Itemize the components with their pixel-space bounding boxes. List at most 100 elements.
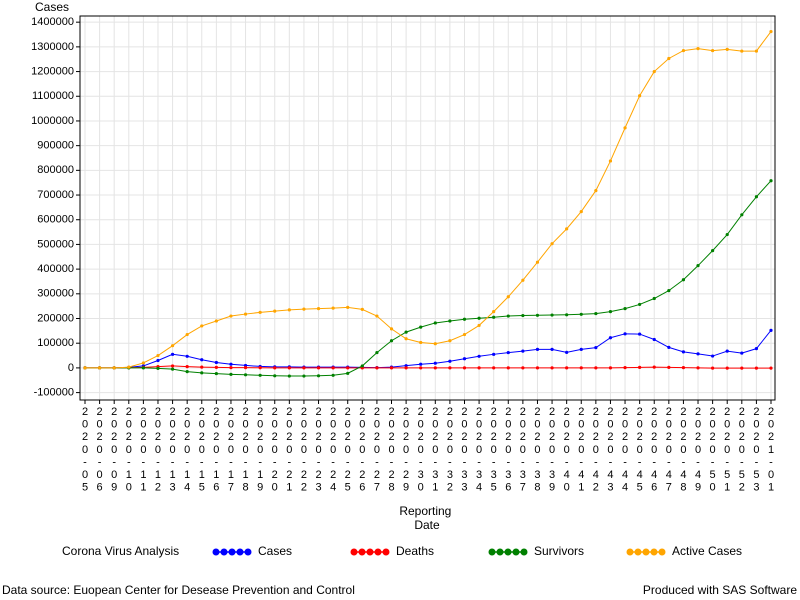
- data-point: [112, 366, 116, 370]
- data-point: [229, 362, 233, 366]
- data-point: [608, 159, 613, 163]
- data-point: [477, 366, 481, 370]
- x-tick-label: 2 0 2 0 -5 1: [724, 406, 730, 494]
- data-point: [316, 366, 321, 370]
- data-point: [565, 366, 569, 370]
- data-point: [404, 364, 408, 368]
- y-tick-label: 100000: [37, 337, 74, 349]
- series-line: [85, 31, 772, 369]
- data-point: [535, 366, 540, 370]
- data-point: [740, 351, 744, 355]
- data-point: [754, 366, 759, 370]
- x-tick-label: 2 0 2 0 -2 4: [330, 406, 336, 494]
- data-point: [229, 366, 233, 370]
- x-tick-label: 2 0 2 0 -3 9: [549, 406, 555, 494]
- data-point: [492, 315, 496, 319]
- data-point: [594, 366, 598, 370]
- plot-frame: [79, 15, 776, 401]
- data-point: [200, 371, 204, 375]
- data-point: [419, 340, 423, 345]
- data-point: [521, 366, 525, 370]
- legend-marker: [244, 548, 252, 556]
- data-point: [462, 317, 467, 321]
- y-tick-label: 400000: [37, 263, 74, 275]
- data-point: [696, 46, 700, 51]
- data-point: [214, 360, 218, 365]
- series-line: [85, 365, 771, 369]
- x-tick-label: 2 0 2 0 -3 3: [461, 406, 467, 494]
- data-point: [696, 352, 700, 356]
- data-point: [243, 363, 248, 368]
- data-point: [638, 94, 642, 98]
- data-point: [725, 47, 729, 51]
- data-point: [638, 365, 642, 370]
- legend-label: Survivors: [534, 544, 584, 558]
- data-point: [521, 278, 525, 282]
- data-point: [608, 336, 613, 340]
- data-point: [302, 366, 306, 370]
- x-tick-label: 2 0 2 0 -3 0: [418, 406, 424, 494]
- x-tick-label: 2 0 2 0 -0 5: [82, 406, 88, 494]
- legend-label: Deaths: [396, 544, 434, 558]
- data-point: [419, 325, 423, 329]
- data-point: [769, 29, 773, 34]
- legend-marker: [488, 548, 496, 556]
- data-point: [214, 371, 218, 376]
- x-tick-label: 2 0 2 0 -5 2: [739, 406, 745, 494]
- data-point: [360, 307, 364, 311]
- x-tick-label: 2 0 2 0 -1 5: [199, 406, 205, 494]
- data-point: [681, 366, 686, 370]
- legend-marker: [228, 548, 236, 556]
- data-point: [200, 358, 204, 362]
- x-tick-label: 2 0 2 0 -2 6: [359, 406, 365, 494]
- data-point: [565, 313, 569, 317]
- data-point: [170, 344, 175, 348]
- x-tick-label: 2 0 2 0 -3 7: [520, 406, 526, 494]
- legend-marker: [512, 548, 520, 556]
- data-point: [725, 366, 729, 370]
- x-tick-label: 2 0 2 0 -1 9: [257, 406, 263, 494]
- data-point: [535, 313, 540, 317]
- x-tick-label: 2 0 2 0 -2 5: [345, 406, 351, 494]
- data-point: [696, 264, 700, 268]
- legend-marker: [626, 548, 634, 556]
- data-point: [141, 366, 145, 370]
- data-point: [725, 232, 729, 237]
- data-point: [754, 347, 759, 351]
- data-point: [200, 324, 204, 328]
- y-tick-label: 0: [68, 362, 74, 374]
- data-point: [608, 366, 613, 370]
- data-point: [725, 349, 729, 353]
- data-point: [667, 289, 671, 293]
- data-point: [419, 362, 423, 366]
- data-point: [579, 366, 583, 370]
- x-tick-label: 2 0 2 0 -1 1: [140, 406, 146, 494]
- x-tick-label: 2 0 2 0 -3 8: [534, 406, 540, 494]
- legend-marker: [496, 548, 504, 556]
- data-point: [565, 227, 569, 231]
- data-point: [433, 361, 437, 365]
- legend-title: Corona Virus Analysis: [62, 544, 179, 558]
- x-tick-label: 2 0 2 0 -4 0: [564, 406, 570, 494]
- data-point: [287, 366, 291, 370]
- data-point: [711, 354, 715, 358]
- data-point: [141, 361, 145, 365]
- data-point: [185, 354, 189, 358]
- data-point: [565, 350, 569, 354]
- data-point: [462, 366, 467, 370]
- data-point: [302, 374, 306, 378]
- data-point: [711, 366, 715, 370]
- data-point: [681, 350, 686, 354]
- data-point: [492, 366, 496, 370]
- data-point: [652, 69, 656, 74]
- y-tick-label: 500000: [37, 238, 74, 250]
- data-point: [667, 56, 671, 61]
- data-point: [185, 332, 189, 337]
- y-tick-label: 700000: [37, 189, 74, 201]
- data-point: [769, 179, 773, 183]
- legend-marker: [220, 548, 228, 556]
- legend-marker: [382, 548, 390, 556]
- data-point: [594, 311, 598, 316]
- data-point: [375, 366, 379, 370]
